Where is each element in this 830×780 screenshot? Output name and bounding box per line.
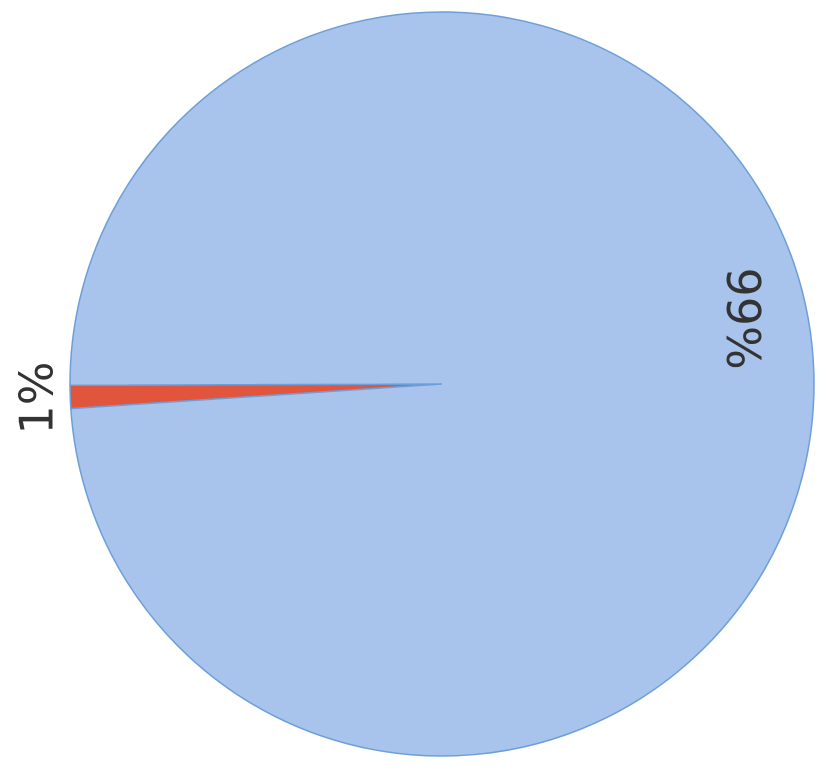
slice-label: 1%: [10, 362, 64, 435]
pie-slice: [69, 11, 815, 757]
slice-label: 99%: [716, 267, 770, 369]
